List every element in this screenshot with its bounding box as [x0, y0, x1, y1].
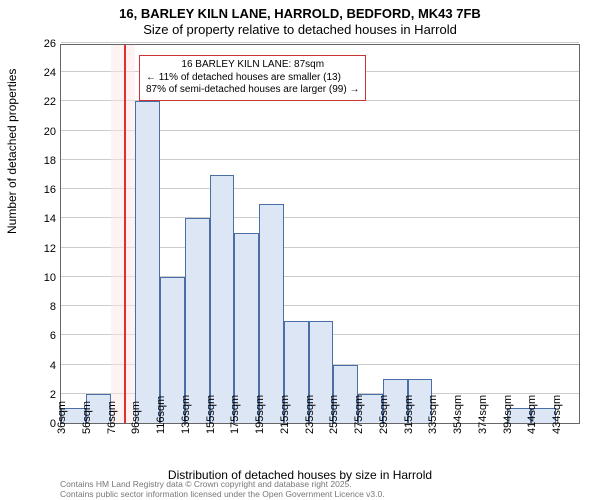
y-tick-label: 12: [26, 243, 56, 255]
y-tick-label: 26: [26, 38, 56, 50]
histogram-bar: [135, 101, 160, 423]
annotation-line: 87% of semi-detached houses are larger (…: [146, 84, 359, 97]
attribution-text: Contains HM Land Registry data © Crown c…: [60, 480, 385, 500]
annotation-line: 16 BARLEY KILN LANE: 87sqm: [146, 59, 359, 72]
y-tick-label: 10: [26, 272, 56, 284]
chart-title-sub: Size of property relative to detached ho…: [0, 22, 600, 37]
y-tick-label: 8: [26, 301, 56, 313]
annotation-box: 16 BARLEY KILN LANE: 87sqm← 11% of detac…: [139, 55, 366, 101]
y-tick-label: 4: [26, 360, 56, 372]
y-tick-label: 14: [26, 213, 56, 225]
y-tick-label: 2: [26, 389, 56, 401]
y-tick-label: 6: [26, 330, 56, 342]
chart-container: 16, BARLEY KILN LANE, HARROLD, BEDFORD, …: [0, 0, 600, 500]
y-tick-label: 16: [26, 184, 56, 196]
highlight-line: [124, 45, 126, 423]
highlight-band: [111, 45, 136, 423]
annotation-line: ← 11% of detached houses are smaller (13…: [146, 72, 359, 85]
attribution-line-2: Contains public sector information licen…: [60, 490, 385, 500]
chart-title-main: 16, BARLEY KILN LANE, HARROLD, BEDFORD, …: [0, 6, 600, 21]
y-axis-label: Number of detached properties: [5, 69, 19, 234]
y-tick-label: 18: [26, 155, 56, 167]
y-tick-label: 24: [26, 67, 56, 79]
gridline: [61, 42, 579, 43]
histogram-bar: [210, 175, 235, 423]
histogram-bar: [185, 218, 210, 423]
y-tick-label: 22: [26, 96, 56, 108]
plot-area: 16 BARLEY KILN LANE: 87sqm← 11% of detac…: [60, 44, 580, 424]
histogram-bar: [259, 204, 284, 423]
y-tick-label: 0: [26, 418, 56, 430]
y-tick-label: 20: [26, 126, 56, 138]
